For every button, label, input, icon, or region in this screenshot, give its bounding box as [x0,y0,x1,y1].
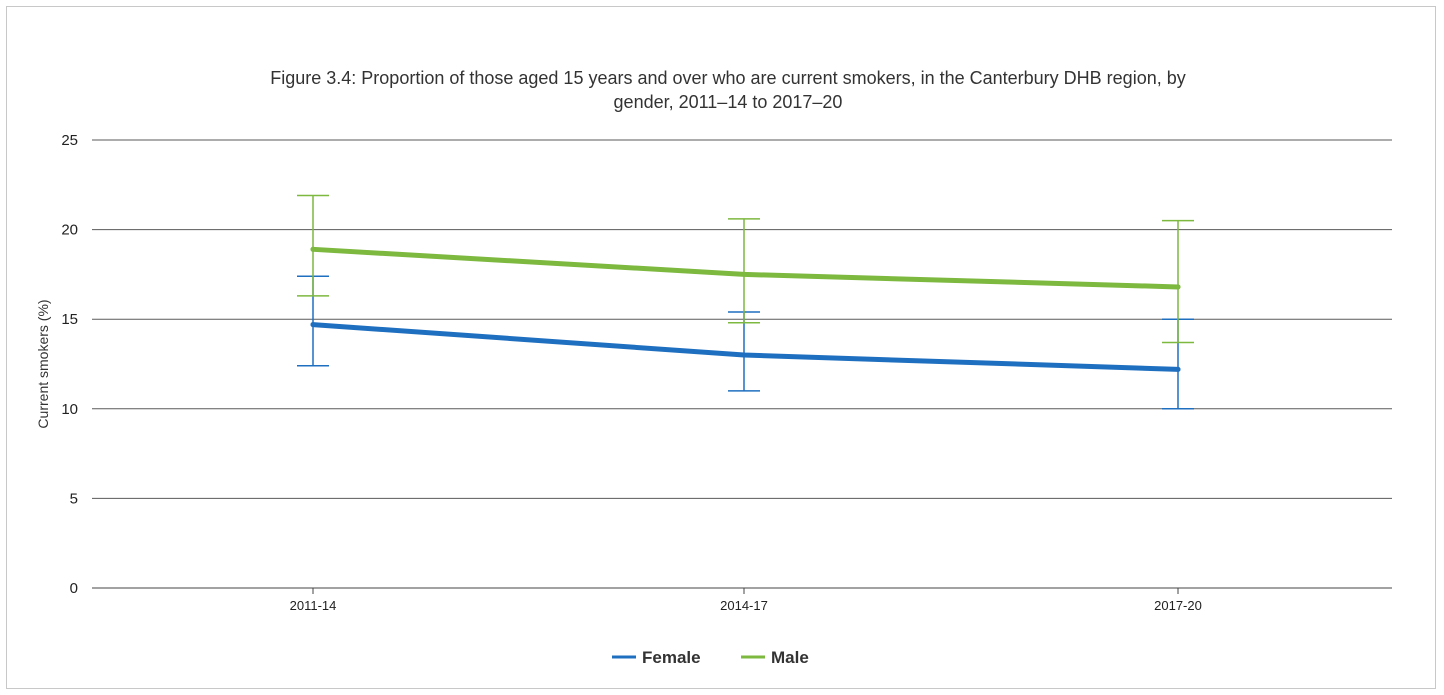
y-axis-ticks: 0 5 10 15 20 25 [61,132,78,597]
y-tick-label-20: 20 [61,222,78,239]
chart-title-line-1: Figure 3.4: Proportion of those aged 15 … [270,68,1185,88]
data-point-female-2014-17 [741,352,747,358]
data-point-male-2017-20 [1175,284,1181,290]
y-axis-label: Current smokers (%) [35,299,51,428]
series-female [297,275,1194,410]
gridlines [92,139,1392,589]
y-tick-label-15: 15 [61,311,78,328]
legend-female-label: Female [642,648,701,667]
series-line-female [310,322,1181,372]
y-tick-label-0: 0 [70,580,78,597]
y-tick-label-5: 5 [70,490,78,507]
error-bar-female-2014-17 [728,311,760,392]
legend-male-label: Male [771,648,809,667]
legend: Female Male [612,648,809,667]
data-point-male-2014-17 [741,271,747,277]
series-male [297,194,1194,344]
data-point-female-2017-20 [1175,366,1181,372]
x-tick-label-2014-17: 2014-17 [720,598,768,613]
error-bar-male-2017-20 [1162,219,1194,344]
data-point-female-2011-14 [310,322,316,328]
series-line-male [310,246,1181,290]
y-tick-label-10: 10 [61,401,78,418]
chart-title-line-2: gender, 2011–14 to 2017–20 [614,92,843,112]
error-bar-male-2014-17 [728,218,760,324]
x-tick-label-2017-20: 2017-20 [1154,598,1202,613]
error-bar-male-2011-14 [297,194,329,297]
series-group [297,194,1194,410]
x-tick-label-2011-14: 2011-14 [290,598,337,613]
x-axis-ticks: 2011-14 2014-17 2017-20 [290,588,1202,613]
chart-frame [6,6,1436,689]
data-point-male-2011-14 [310,246,316,252]
y-tick-label-25: 25 [61,132,78,149]
